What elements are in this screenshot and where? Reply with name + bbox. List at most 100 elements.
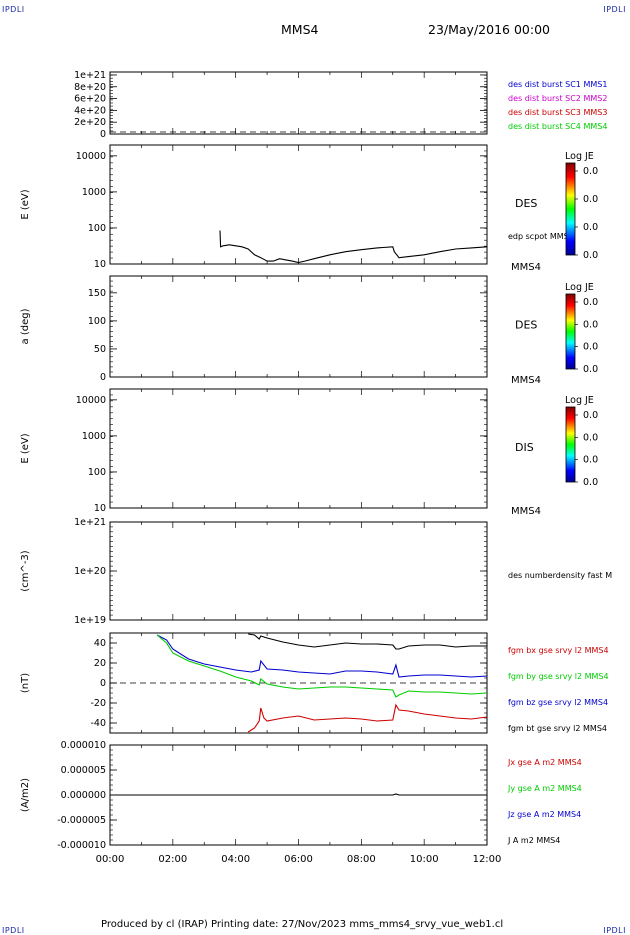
panel-frame-des_energy: [109, 144, 488, 265]
y-tick-label-current: 0.000000: [61, 790, 106, 801]
legend-entry-flag: des dist burst SC4 MMS4: [508, 122, 607, 131]
instrument-label-des_pitch: DES: [515, 319, 537, 332]
legend-entry-flag: des dist burst SC1 MMS1: [508, 80, 607, 89]
series-fgm-bz-gse-srvy-l2-MMS4: [156, 634, 488, 678]
y-tick-label-fgm: -20: [90, 698, 106, 709]
colorbar-tick-label: 0.0: [583, 166, 598, 177]
y-tick-label-dis_energy: 10000: [76, 395, 106, 406]
instrument-label-dis_energy: DIS: [515, 441, 534, 454]
corner-label-top-left: IPDLI: [2, 5, 25, 14]
panel-frame-des_pitch: [109, 275, 488, 378]
spacecraft-title: MMS4: [281, 22, 319, 37]
series-fgm-bx-gse-srvy-l2-MMS4: [247, 703, 488, 733]
y-tick-label-fgm: 0: [100, 678, 106, 689]
plot-date: 23/May/2016 00:00: [428, 22, 550, 37]
colorbar-tick-label: 0.0: [583, 364, 598, 375]
colorbar-tick-label: 0.0: [583, 455, 598, 466]
x-tick-label: 04:00: [221, 854, 250, 865]
y-tick-label-flag: 8e+20: [74, 82, 106, 93]
y-axis-label-density: (cm^-3): [20, 550, 31, 591]
legend-entry-fgm: fgm bx gse srvy l2 MMS4: [508, 646, 609, 655]
colorbar-title: Log JE: [565, 151, 594, 162]
corner-label-bottom-right: IPDLI: [603, 926, 626, 935]
y-tick-label-dis_energy: 100: [88, 467, 106, 478]
y-tick-label-density: 1e+21: [74, 517, 106, 528]
panel-frame-dis_energy: [109, 388, 488, 509]
legend-entry-flag: des dist burst SC2 MMS2: [508, 94, 607, 103]
y-axis-label-current: (A/m2): [20, 778, 31, 812]
y-tick-label-density: 1e+20: [74, 566, 106, 577]
y-tick-label-current: -0.000010: [57, 840, 106, 851]
overlay-label-des_energy: edp scpot MMS4: [508, 232, 574, 241]
y-tick-label-des_pitch: 100: [88, 316, 106, 327]
panel-frame-flag: [109, 71, 488, 135]
y-tick-label-flag: 1e+21: [74, 70, 106, 81]
series-edp-scpot: [219, 230, 488, 264]
series-fgm-bt-gse-srvy-l2-MMS4: [248, 633, 487, 650]
corner-label-bottom-left: IPDLI: [2, 926, 25, 935]
x-tick-label: 08:00: [347, 854, 376, 865]
x-tick-label: 10:00: [410, 854, 439, 865]
corner-label-top-right: IPDLI: [603, 5, 626, 14]
y-tick-label-fgm: 20: [94, 658, 106, 669]
colorbar: [565, 293, 576, 370]
colorbar-tick-label: 0.0: [583, 342, 598, 353]
y-tick-label-density: 1e+19: [74, 615, 106, 626]
y-axis-label-fgm: (nT): [20, 673, 31, 693]
legend-entry-current: Jx gse A m2 MMS4: [507, 758, 582, 767]
y-tick-label-current: 0.000005: [61, 765, 106, 776]
colorbar-title: Log JE: [565, 395, 594, 406]
y-tick-label-flag: 0: [100, 129, 106, 140]
y-tick-label-current: 0.000010: [61, 740, 106, 751]
colorbar-tick-label: 0.0: [583, 410, 598, 421]
colorbar-title: Log JE: [565, 282, 594, 293]
y-tick-label-flag: 4e+20: [74, 105, 106, 116]
y-tick-label-dis_energy: 10: [94, 503, 106, 514]
series-J-A-m2-MMS4: [110, 793, 487, 796]
colorbar-tick-label: 0.0: [583, 297, 598, 308]
y-tick-label-flag: 2e+20: [74, 117, 106, 128]
legend-entry-current: Jy gse A m2 MMS4: [507, 784, 582, 793]
colorbar-tick-label: 0.0: [583, 432, 598, 443]
x-tick-label: 12:00: [473, 854, 502, 865]
legend-entry-fgm: fgm by gse srvy l2 MMS4: [508, 672, 609, 681]
y-tick-label-flag: 6e+20: [74, 94, 106, 105]
legend-entry-fgm: fgm bt gse srvy l2 MMS4: [508, 724, 607, 733]
x-tick-label: 02:00: [158, 854, 187, 865]
x-tick-label: 06:00: [284, 854, 313, 865]
legend-entry-flag: des dist burst SC3 MMS3: [508, 108, 607, 117]
colorbar-tick-label: 0.0: [583, 222, 598, 233]
colorbar-tick-label: 0.0: [583, 477, 598, 488]
y-tick-label-des_pitch: 150: [88, 288, 106, 299]
y-tick-label-des_pitch: 0: [100, 372, 106, 383]
legend-entry-current: J A m2 MMS4: [507, 836, 560, 845]
y-tick-label-fgm: -40: [90, 718, 106, 729]
legend-entry-fgm: fgm bz gse srvy l2 MMS4: [508, 698, 608, 707]
spacecraft-label-dis_energy: MMS4: [511, 506, 541, 517]
y-tick-label-current: -0.000005: [57, 815, 106, 826]
y-tick-label-fgm: 40: [94, 638, 106, 649]
legend-entry-current: Jz gse A m2 MMS4: [507, 810, 581, 819]
legend-entry-density: des numberdensity fast M: [508, 571, 612, 580]
x-tick-label: 00:00: [96, 854, 125, 865]
series-fgm-by-gse-srvy-l2-MMS4: [156, 634, 488, 698]
instrument-label-des_energy: DES: [515, 197, 537, 210]
colorbar: [565, 162, 576, 256]
footer-credits: Produced by cl (IRAP) Printing date: 27/…: [101, 919, 504, 930]
y-tick-label-des_energy: 100: [88, 223, 106, 234]
y-tick-label-des_pitch: 50: [94, 344, 106, 355]
colorbar-tick-label: 0.0: [583, 250, 598, 261]
colorbar: [565, 406, 576, 483]
y-tick-label-des_energy: 1000: [82, 187, 106, 198]
y-tick-label-des_energy: 10000: [76, 151, 106, 162]
panel-frame-density: [109, 521, 488, 621]
colorbar-tick-label: 0.0: [583, 319, 598, 330]
spacecraft-label-des_pitch: MMS4: [511, 375, 541, 386]
y-axis-label-des_energy: E (eV): [20, 189, 31, 219]
y-tick-label-des_energy: 10: [94, 259, 106, 270]
colorbar-tick-label: 0.0: [583, 194, 598, 205]
y-axis-label-dis_energy: E (eV): [20, 433, 31, 463]
y-tick-label-dis_energy: 1000: [82, 431, 106, 442]
y-axis-label-des_pitch: a (deg): [20, 308, 31, 344]
